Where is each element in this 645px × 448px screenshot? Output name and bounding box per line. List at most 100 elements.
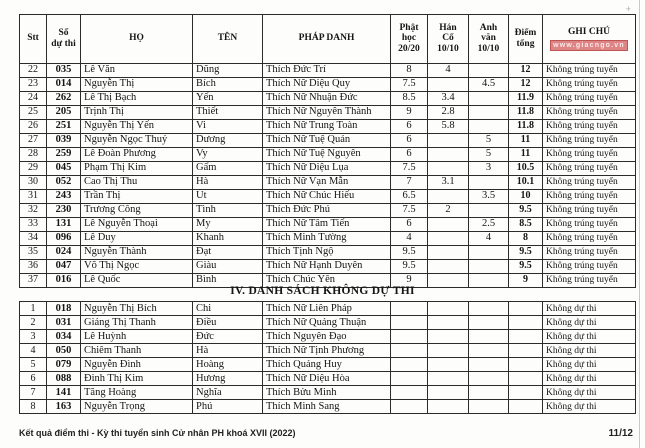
table-cell: 5 — [468, 132, 509, 148]
header-row: Stt Số dự thi HỌ TÊN PHÁP DANH Phật học … — [19, 14, 636, 64]
table-cell: Không trúng tuyển — [542, 188, 636, 204]
table-cell: Đạt — [192, 244, 263, 260]
table-cell: 018 — [46, 301, 81, 316]
table-cell: 205 — [46, 104, 81, 120]
table-cell: 23 — [19, 76, 47, 92]
table-cell: Lê Thị Bạch — [80, 90, 193, 106]
table-cell — [508, 315, 543, 330]
table-cell — [427, 385, 469, 400]
table-cell: 4 — [19, 343, 47, 358]
table-cell: Không trúng tuyển — [542, 202, 636, 218]
table-cell: 24 — [19, 90, 47, 106]
table-cell — [508, 371, 543, 386]
table-cell — [508, 343, 543, 358]
table-cell: 33 — [19, 216, 47, 232]
table-cell: Yến — [192, 90, 263, 106]
table-cell: Hà — [192, 343, 263, 358]
table-cell: 37 — [19, 272, 47, 288]
table-cell: 29 — [19, 160, 47, 176]
table-cell: Lê Huỳnh — [80, 329, 193, 344]
table-cell: 050 — [46, 343, 81, 358]
table-cell: Lê Nguyễn Thoại — [80, 216, 193, 232]
table-cell: Thích Nữ Diệu Hòa — [262, 371, 391, 386]
table-cell — [427, 160, 469, 176]
table-cell: Nguyễn Thị — [80, 76, 193, 92]
table-cell: 9 — [390, 104, 428, 120]
table-cell: Bích — [192, 76, 263, 92]
col-header-total-score: Điểm tổng — [508, 14, 543, 64]
table-cell: Nguyễn Thị Bích — [80, 301, 193, 316]
table-row: 30 052 Cao Thị Thu Hà Thích Nữ Vạn Mẫn 7 3.1 10… — [19, 174, 636, 190]
table-cell: Không trúng tuyển — [542, 62, 636, 78]
table-row: 4 050 Chiêm Thanh Hà Thích Nữ Tịnh Phương Khô… — [19, 343, 636, 358]
table-cell: Thích Đức Phú — [262, 202, 391, 218]
table-cell: Không trúng tuyển — [542, 104, 636, 120]
table-cell: 4 — [390, 230, 428, 246]
table-cell: 4.5 — [468, 76, 509, 92]
table-cell: 10.5 — [508, 160, 543, 176]
table-cell: Không trúng tuyển — [542, 244, 636, 260]
table-cell: Không trúng tuyển — [542, 146, 636, 162]
table-cell: Thích Nữ Hạnh Duyên — [262, 258, 391, 274]
table-cell: Thích Nguyên Đạo — [262, 329, 391, 344]
table-row: 37 016 Lê Quốc Bình Thích Chúc Yên 9 9 Không tr… — [19, 272, 636, 288]
table-cell: Không trúng tuyển — [542, 160, 636, 176]
table-row: 8 163 Nguyễn Trọng Phú Thích Minh Sang Không … — [19, 399, 636, 414]
table-row: 25 205 Trịnh Thị Thiết Thích Nữ Nguyên Thành… — [19, 104, 636, 120]
table-cell: 4 — [427, 62, 469, 78]
table-cell: Lê Đoàn Phương — [80, 146, 193, 162]
table-cell: Hà — [192, 174, 263, 190]
table-cell: Thích Nữ Diệu Quy — [262, 76, 391, 92]
table-cell: 6.5 — [390, 188, 428, 204]
scan-edge-artifact — [639, 0, 640, 448]
table-cell — [468, 202, 509, 218]
table-cell: 2 — [19, 315, 47, 330]
table-cell: 8.5 — [390, 90, 428, 106]
table-cell: Thích Quảng Huy — [262, 357, 391, 372]
table-cell: 11.8 — [508, 104, 543, 120]
table-cell: Thích Đức Trí — [262, 62, 391, 78]
table-cell: Thích Nữ Diệu Lụa — [262, 160, 391, 176]
table-cell: Nguyễn Thành — [80, 244, 193, 260]
table-cell: 11.9 — [508, 90, 543, 106]
table-cell: 10 — [508, 188, 543, 204]
table-cell: Vy — [192, 146, 263, 162]
table-cell: Thích Minh Tường — [262, 230, 391, 246]
table-cell — [427, 301, 469, 316]
table-cell: Giảng Thị Thanh — [80, 315, 193, 330]
table-cell — [468, 90, 509, 106]
page-footer: Kết quả điểm thi - Kỳ thi tuyển sinh Cử … — [19, 428, 633, 439]
table-cell: Đức — [192, 329, 263, 344]
table-cell: Dũng — [192, 62, 263, 78]
table-cell — [427, 357, 469, 372]
table-cell: 7.5 — [390, 160, 428, 176]
table-cell: 6 — [390, 132, 428, 148]
table-row: 6 088 Đinh Thị Kim Hương Thích Nữ Diệu Hòa Kh… — [19, 371, 636, 386]
table-cell: Nguyễn Đình — [80, 357, 193, 372]
table-cell: 6 — [390, 216, 428, 232]
table-cell: 11 — [508, 146, 543, 162]
table-cell: Dương — [192, 132, 263, 148]
table-cell: Thích Nữ Quảng Thuận — [262, 315, 391, 330]
table-cell: Không trúng tuyển — [542, 174, 636, 190]
table-cell: Trương Công — [80, 202, 193, 218]
table-cell — [468, 174, 509, 190]
table-cell: Không trúng tuyển — [542, 272, 636, 288]
table-cell: 35 — [19, 244, 47, 260]
table-cell: 6 — [390, 146, 428, 162]
table-cell: Không trúng tuyển — [542, 258, 636, 274]
table-cell: 2.5 — [468, 216, 509, 232]
table-cell — [427, 329, 469, 344]
table-cell: 11.8 — [508, 118, 543, 134]
table-cell — [390, 301, 428, 316]
table-row: 34 096 Lê Duy Khanh Thích Minh Tường 4 4 8 Không… — [19, 230, 636, 246]
table-cell: 27 — [19, 132, 47, 148]
table-cell: Thích Nữ Tâm Tiến — [262, 216, 391, 232]
table-cell — [390, 343, 428, 358]
table-cell — [468, 104, 509, 120]
table-cell: Chi — [192, 301, 263, 316]
table-cell: Không trúng tuyển — [542, 132, 636, 148]
col-header-classical-chinese: Hán Cổ 10/10 — [427, 14, 469, 64]
table-cell: 131 — [46, 216, 81, 232]
table-cell: Không dự thi — [542, 357, 636, 372]
